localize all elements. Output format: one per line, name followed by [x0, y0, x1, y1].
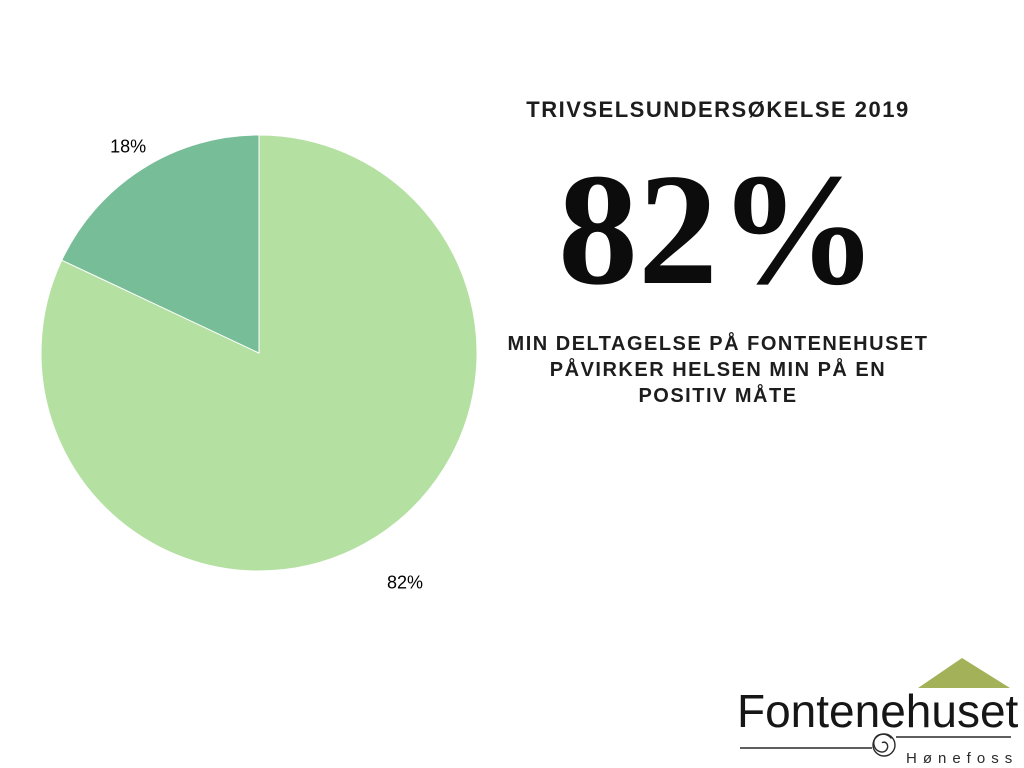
statement-line-1: MIN DELTAGELSE PÅ FONTENEHUSET	[507, 333, 929, 355]
stat-panel: TRIVSELSUNDERSØKELSE 2019 82% MIN DELTAG…	[458, 0, 978, 768]
logo-graphic: Fontenehuset Hønefoss	[737, 658, 1019, 767]
statement-text: MIN DELTAGELSE PÅ FONTENEHUSET PÅVIRKER …	[458, 331, 978, 409]
pie-slice-label: 82%	[386, 572, 424, 593]
pie-slice-label: 18%	[110, 136, 147, 157]
pie-chart: 82% 18%	[41, 135, 477, 593]
statement-line-3: POSITIV MÅTE	[638, 385, 798, 407]
survey-title: TRIVSELSUNDERSØKELSE 2019	[526, 97, 910, 122]
logo-name: Fontenehuset	[737, 685, 1019, 737]
pie-slice	[61, 135, 260, 354]
statement-line-2: PÅVIRKER HELSEN MIN PÅ EN	[549, 359, 887, 381]
logo-location: Hønefoss	[906, 750, 1018, 767]
pie-chart-svg	[41, 135, 477, 571]
logo-spiral-curl-icon	[873, 733, 892, 753]
logo-roof-icon	[918, 658, 1010, 688]
big-percentage: 82%	[558, 140, 878, 318]
fontenehuset-logo: Fontenehuset Hønefoss	[720, 650, 1020, 768]
